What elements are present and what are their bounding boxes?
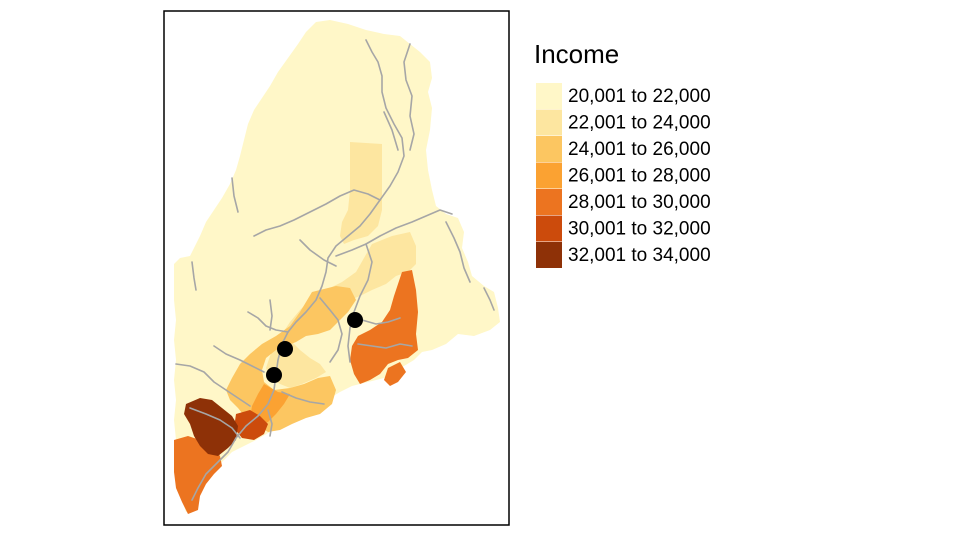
legend-label: 32,001 to 34,000: [568, 245, 711, 266]
river: [335, 209, 453, 257]
region-class-5-island: [384, 362, 406, 386]
river: [445, 221, 471, 283]
river: [281, 391, 325, 405]
city-point: [277, 341, 293, 357]
river: [253, 189, 381, 237]
river: [403, 43, 415, 151]
legend-label: 24,001 to 26,000: [568, 139, 711, 160]
region-class-4: [250, 384, 290, 426]
legend-label: 30,001 to 32,000: [568, 219, 711, 240]
region-class-5-south: [174, 436, 222, 514]
legend-swatch: [536, 189, 562, 215]
legend-title: Income: [534, 39, 619, 69]
river: [189, 407, 241, 439]
map-frame: [163, 10, 510, 526]
river: [357, 343, 413, 349]
river: [191, 39, 405, 501]
legend-swatch: [536, 109, 562, 136]
river-network: [175, 39, 495, 501]
map-panel: [163, 10, 510, 526]
river: [269, 299, 273, 331]
river: [231, 177, 239, 213]
river: [319, 297, 343, 363]
river: [299, 239, 337, 267]
river: [383, 111, 399, 151]
legend-label: 28,001 to 30,000: [568, 192, 711, 213]
river: [267, 409, 273, 437]
region-class-2-central: [266, 232, 416, 388]
city-point: [347, 312, 363, 328]
legend-swatch: [536, 136, 562, 162]
legend-label: 26,001 to 28,000: [568, 166, 711, 187]
region-class-5-east: [350, 270, 418, 384]
river: [175, 363, 251, 407]
legend-swatch: [536, 242, 562, 268]
river: [483, 287, 495, 311]
river: [191, 261, 197, 291]
legend-swatch: [536, 215, 562, 242]
legend-label: 22,001 to 24,000: [568, 113, 711, 134]
river: [213, 345, 265, 373]
legend-label: 20,001 to 22,000: [568, 86, 711, 107]
region-class-6: [234, 410, 268, 440]
legend-swatch: [536, 162, 562, 189]
legend-items: 20,001 to 22,000 22,001 to 24,000 24,001 t…: [536, 83, 711, 268]
river: [347, 243, 373, 363]
region-class-7: [184, 398, 238, 456]
river: [247, 311, 289, 333]
city-point: [266, 367, 282, 383]
region-class-2-north: [340, 142, 382, 244]
legend-swatch: [536, 83, 562, 109]
